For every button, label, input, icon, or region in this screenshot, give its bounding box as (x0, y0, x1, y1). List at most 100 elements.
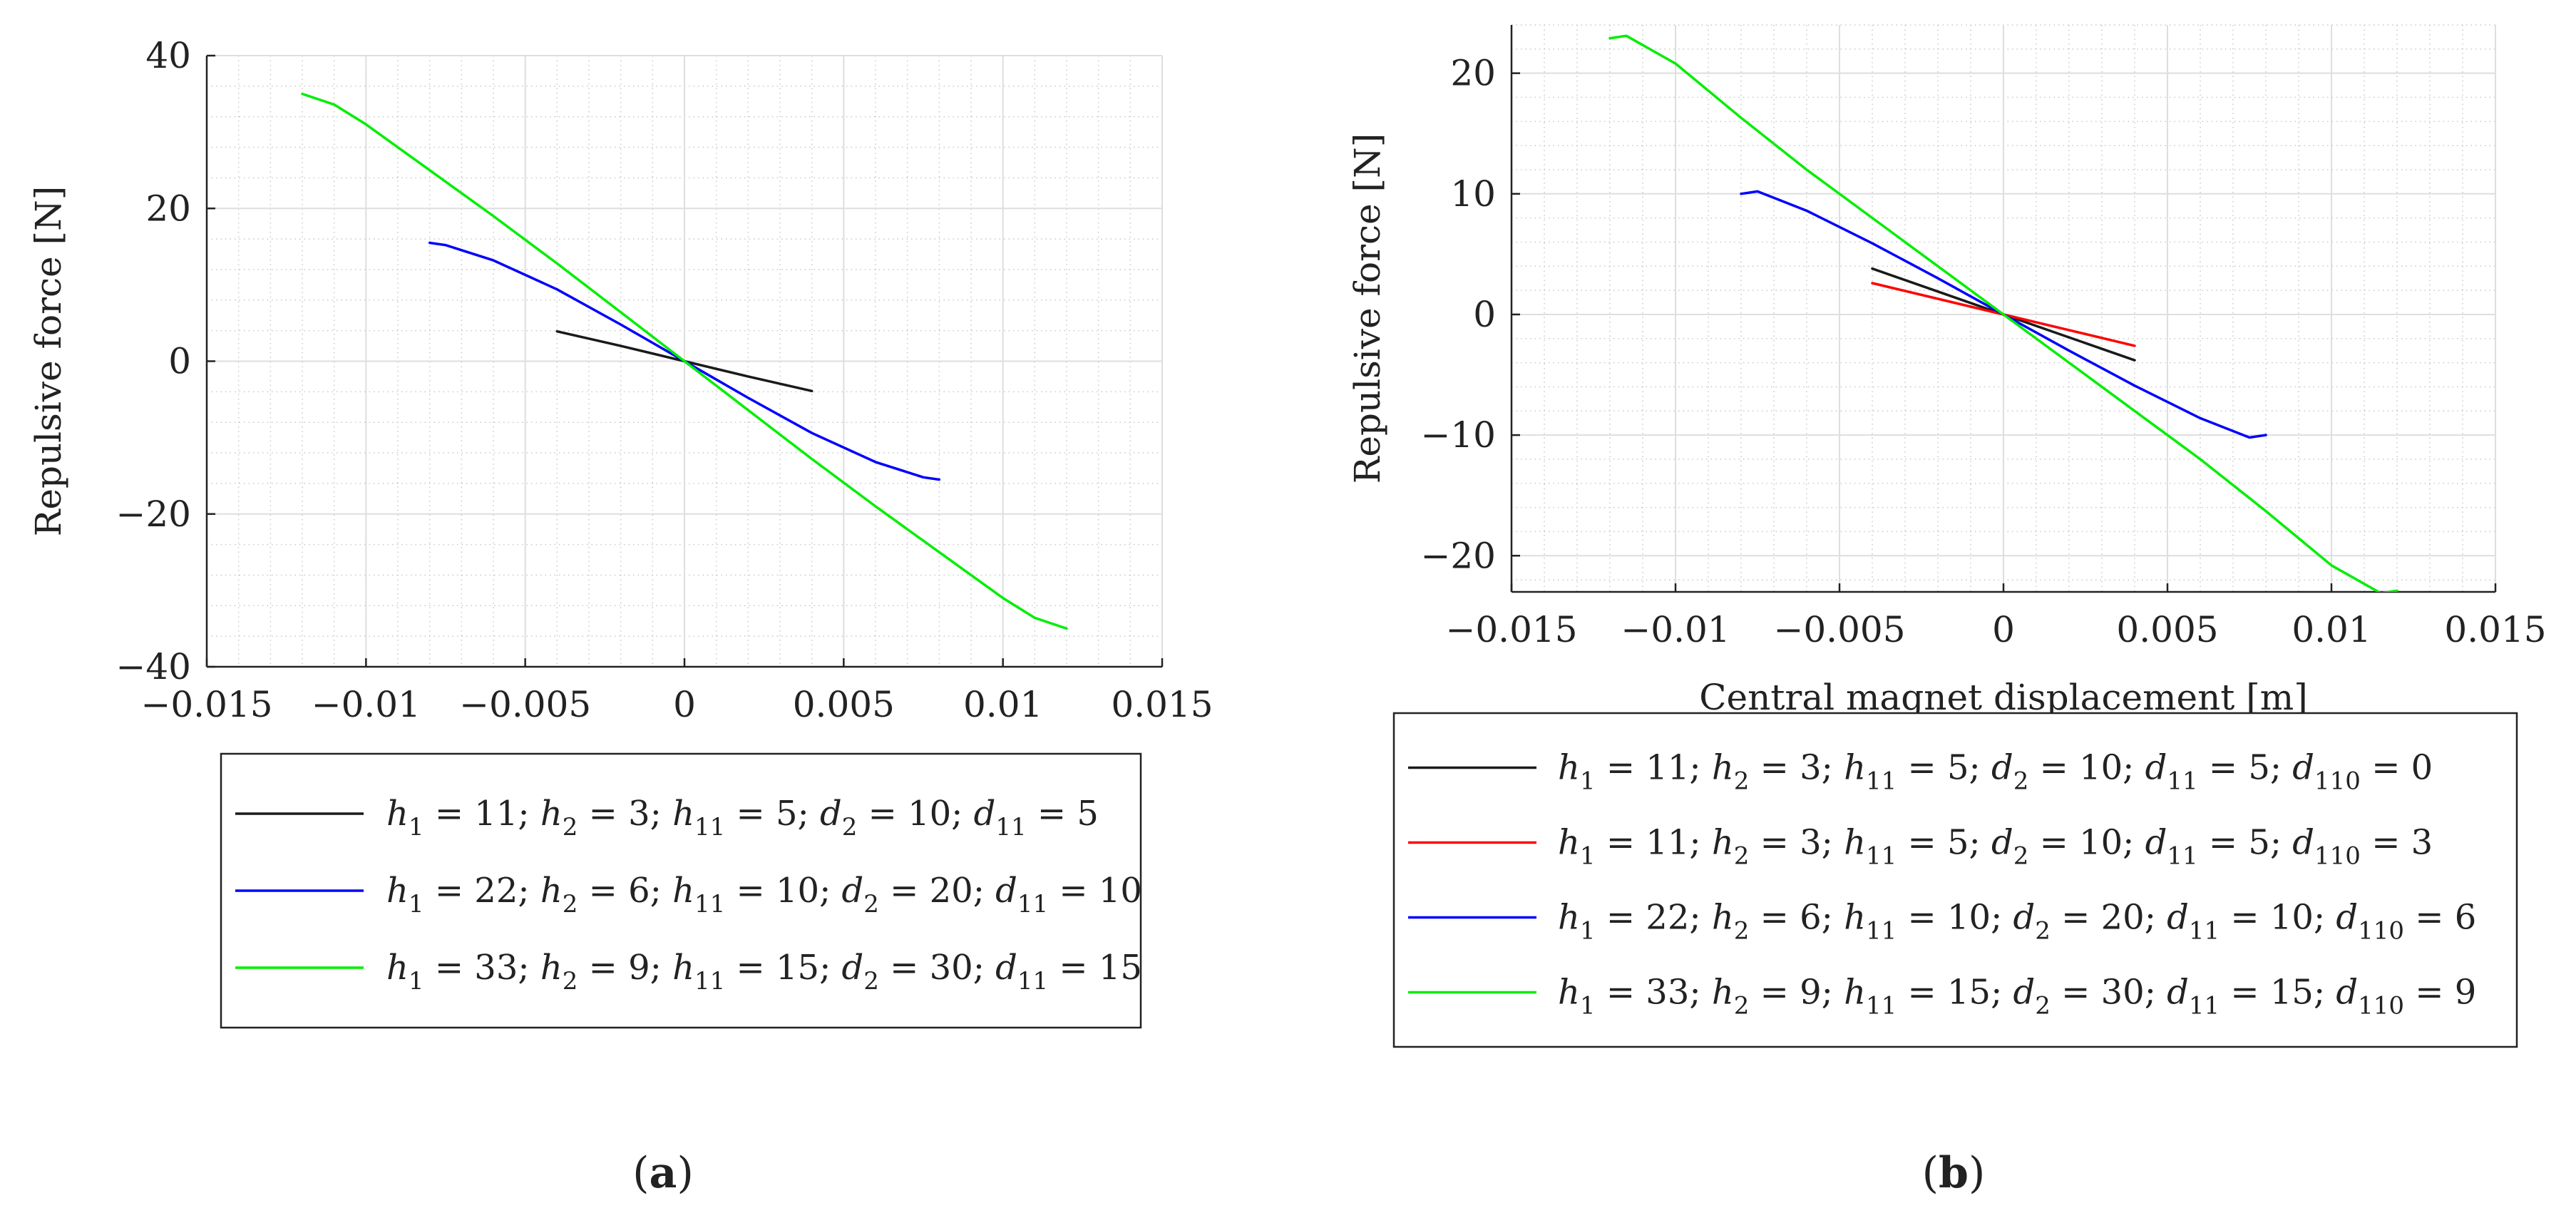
legend-entry: h1 = 22; h2 = 6; h11 = 10; d2 = 20; d11 … (1558, 898, 2476, 946)
legend-subscript: 2 (2013, 767, 2029, 796)
legend-symbol: d (2145, 748, 2167, 788)
legend-value: = 10 (1048, 871, 1142, 911)
legend-symbol: h (1712, 973, 1734, 1013)
legend-value: = 15; (1897, 973, 2013, 1013)
legend-subscript: 1 (409, 967, 424, 996)
legend-value: = 5; (725, 794, 820, 834)
legend-subscript: 110 (2314, 767, 2361, 796)
legend-value: = 30; (2051, 973, 2167, 1013)
panel-label: (b) (1922, 1148, 1986, 1198)
legend: h1 = 11; h2 = 3; h11 = 5; d2 = 10; d11 =… (220, 752, 1142, 1029)
legend-entry: h1 = 11; h2 = 3; h11 = 5; d2 = 10; d11 =… (386, 794, 1099, 841)
y-tick-label: 20 (145, 188, 191, 229)
legend-value: = 5 (1027, 794, 1099, 834)
legend-value: = 20; (879, 871, 995, 911)
legend-symbol: d (974, 794, 996, 834)
legend-value: = 33; (1596, 973, 1712, 1013)
legend-subscript: 2 (1734, 992, 1750, 1020)
x-tick-label: 0.005 (2116, 609, 2218, 650)
x-axis-label: Central magnet displacement [m] (1699, 677, 2307, 718)
legend-value: = 3; (1749, 748, 1844, 788)
legend-subscript: 11 (2167, 842, 2197, 871)
legend-subscript: 2 (842, 813, 858, 841)
legend-value: = 5; (1897, 823, 1991, 863)
legend-symbol: d (2145, 823, 2167, 863)
x-tick-label: −0.005 (459, 684, 591, 725)
y-tick-label: 10 (1450, 173, 1496, 215)
x-tick-label: −0.01 (312, 684, 421, 725)
legend-symbol: d (842, 948, 864, 988)
legend-symbol: h (1844, 973, 1866, 1013)
legend-subscript: 11 (1866, 992, 1897, 1020)
legend-subscript: 1 (409, 813, 424, 841)
legend-symbol: h (540, 871, 563, 911)
legend-symbol: d (2167, 973, 2189, 1013)
legend-symbol: h (386, 794, 409, 834)
legend-value: = 10; (2028, 823, 2145, 863)
panel-label-letter: a (650, 1148, 677, 1198)
x-tick-label: 0 (1992, 609, 2015, 650)
legend-subscript: 11 (1017, 890, 1048, 919)
legend-subscript: 11 (694, 890, 725, 919)
legend-entry: h1 = 22; h2 = 6; h11 = 10; d2 = 20; d11 … (386, 871, 1142, 919)
legend-symbol: h (1844, 748, 1866, 788)
legend-entry: h1 = 33; h2 = 9; h11 = 15; d2 = 30; d11 … (1558, 973, 2476, 1020)
legend-symbol: h (386, 871, 409, 911)
legend-subscript: 11 (2189, 917, 2220, 946)
legend-box (1392, 712, 2518, 1048)
legend-subscript: 1 (409, 890, 424, 919)
legend-symbol: h (1712, 748, 1734, 788)
grid (206, 55, 1163, 667)
legend-subscript: 2 (2013, 842, 2029, 871)
legend-value: = 33; (424, 948, 540, 988)
legend-subscript: 2 (563, 967, 578, 996)
legend-symbol: d (2013, 973, 2036, 1013)
legend-entry: h1 = 33; h2 = 9; h11 = 15; d2 = 30; d11 … (386, 948, 1142, 996)
legend-value: = 5; (2198, 748, 2293, 788)
legend: h1 = 11; h2 = 3; h11 = 5; d2 = 10; d11 =… (1392, 712, 2518, 1048)
legend-subscript: 2 (1734, 842, 1750, 871)
legend-subscript: 2 (563, 813, 578, 841)
legend-value: = 20; (2051, 898, 2167, 938)
legend-subscript: 110 (2314, 842, 2361, 871)
legend-value: = 9; (578, 948, 672, 988)
y-tick-label: 40 (145, 35, 191, 76)
legend-subscript: 2 (2035, 992, 2051, 1020)
x-tick-label: −0.01 (1621, 609, 1730, 650)
legend-value: = 3; (578, 794, 672, 834)
y-tick-label: −10 (1420, 414, 1496, 456)
legend-subscript: 2 (1734, 917, 1750, 946)
legend-symbol: d (1991, 823, 2013, 863)
legend-symbol: d (2013, 898, 2036, 938)
legend-value: = 3; (1749, 823, 1844, 863)
legend-symbol: d (2292, 748, 2314, 788)
legend-box (220, 752, 1142, 1029)
legend-value: = 10; (857, 794, 973, 834)
legend-symbol: d (995, 871, 1017, 911)
panel-label-close: ) (1969, 1148, 1985, 1198)
legend-symbol: d (2336, 973, 2358, 1013)
legend-subscript: 1 (1580, 767, 1596, 796)
x-tick-label: −0.015 (140, 684, 272, 725)
legend-subscript: 1 (1580, 842, 1596, 871)
legend-value: = 11; (424, 794, 540, 834)
legend-value: = 5; (1897, 748, 1991, 788)
legend-symbol: d (2292, 823, 2314, 863)
legend-symbol: d (995, 948, 1017, 988)
legend-value: = 10; (725, 871, 841, 911)
legend-value: = 6; (1749, 898, 1844, 938)
legend-symbol: h (1558, 898, 1580, 938)
panel-label-close: ) (677, 1148, 693, 1198)
legend-subscript: 2 (563, 890, 578, 919)
y-tick-label: 0 (1473, 294, 1496, 335)
legend-symbol: h (1712, 898, 1734, 938)
legend-value: = 5; (2198, 823, 2293, 863)
legend-subscript: 11 (694, 967, 725, 996)
legend-entry: h1 = 11; h2 = 3; h11 = 5; d2 = 10; d11 =… (1558, 823, 2433, 871)
legend-value: = 9; (1749, 973, 1844, 1013)
legend-subscript: 110 (2358, 917, 2404, 946)
legend-symbol: h (672, 948, 694, 988)
legend-symbol: h (386, 948, 409, 988)
panel-label-letter: b (1939, 1148, 1969, 1198)
